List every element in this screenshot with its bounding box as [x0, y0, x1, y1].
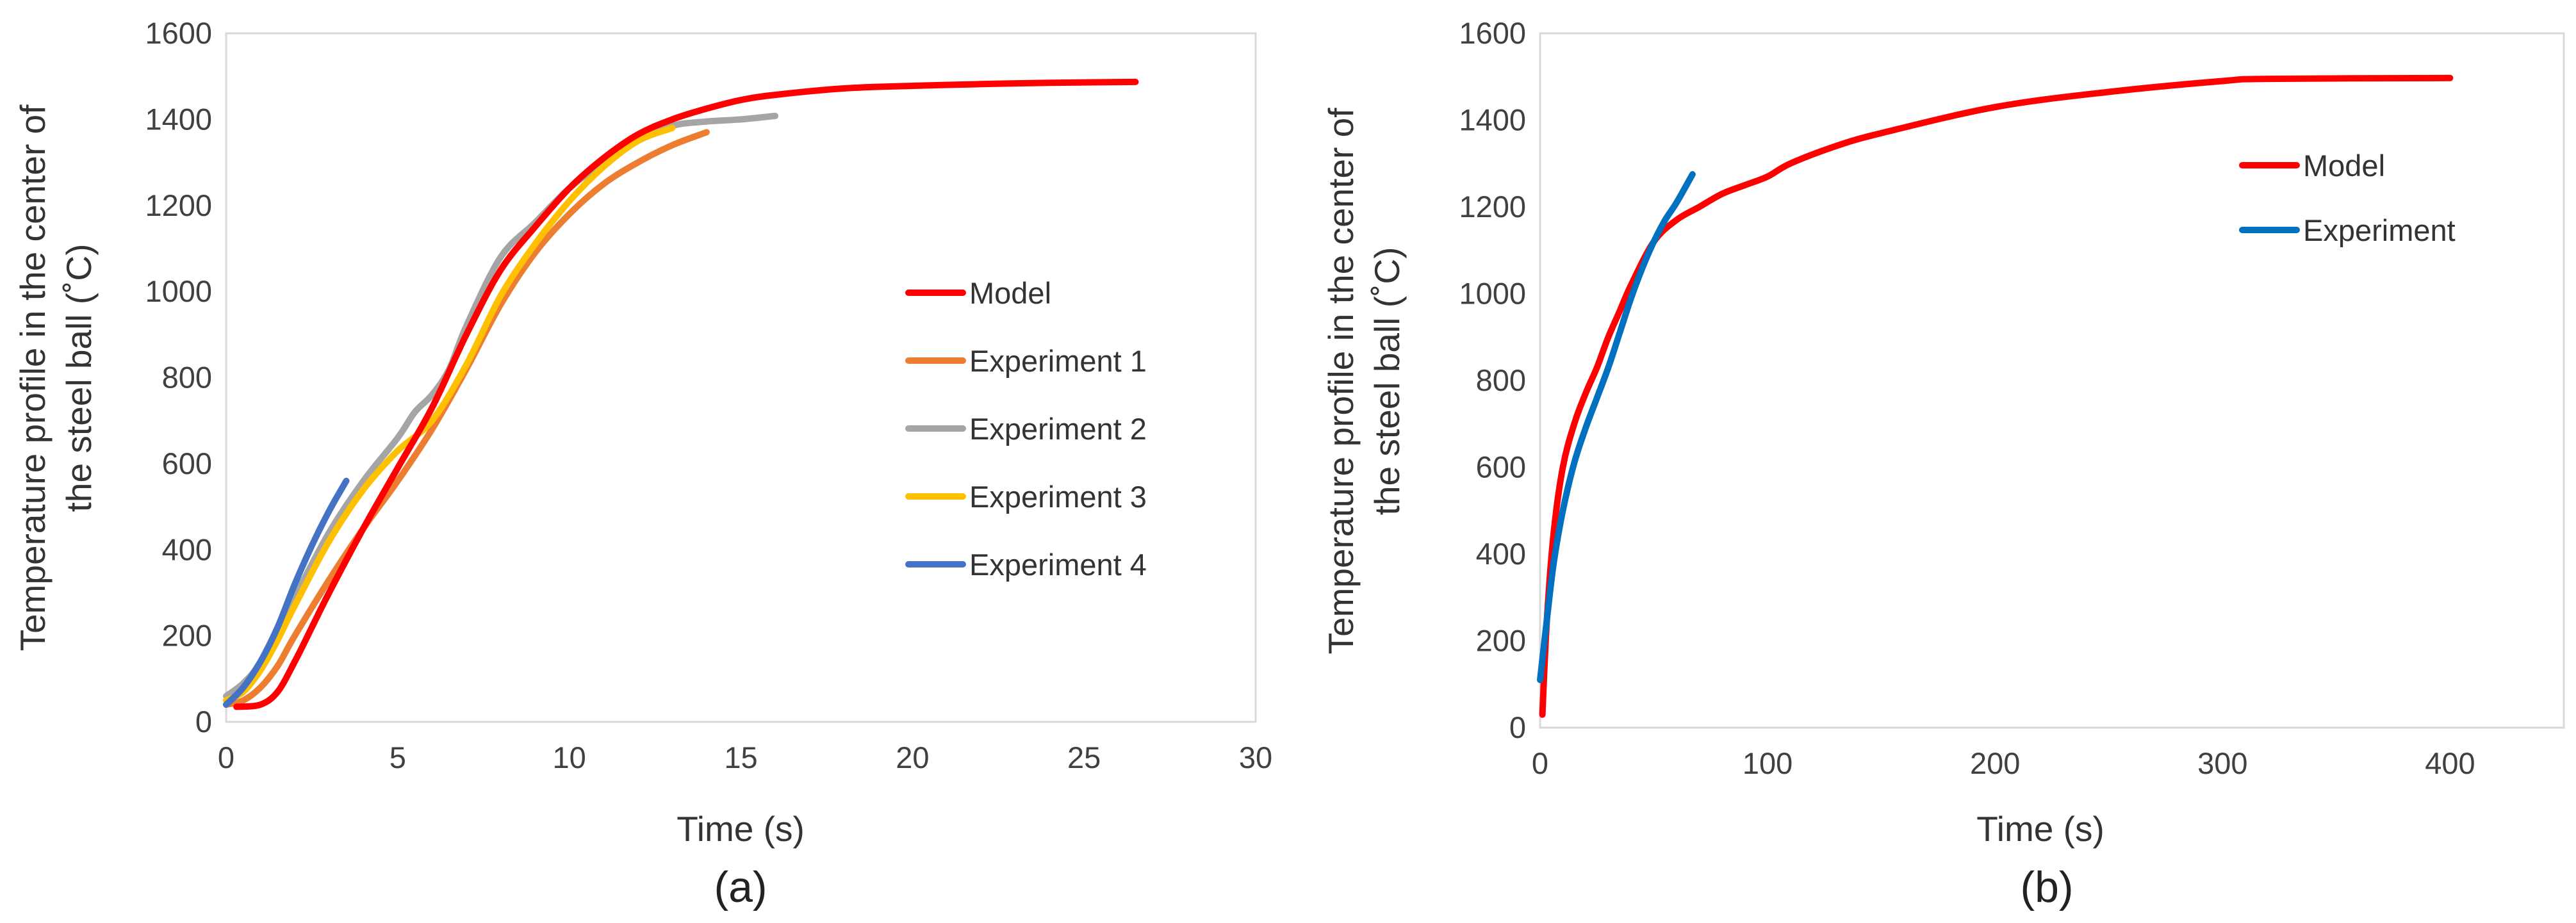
y-tick-label-b: 600: [1476, 450, 1526, 484]
y-tick-label-b: 1000: [1459, 277, 1526, 311]
y-tick-label-b: 0: [1509, 710, 1526, 744]
series-line-experiment-4: [223, 477, 350, 708]
y-tick-label-a: 800: [162, 361, 212, 395]
y-tick-label-a: 400: [162, 532, 212, 566]
y-axis-label-b-line2: the steel ball (˚C): [1367, 247, 1407, 516]
legend-label-experiment: Experiment: [2303, 213, 2456, 247]
series-line-model: [1539, 74, 2454, 718]
x-tick-label-a: 10: [553, 740, 586, 774]
x-tick-label-b: 300: [2197, 746, 2247, 780]
y-tick-label-a: 1200: [145, 188, 212, 222]
y-tick-labels-a: 0 200 400 600 800 1000 1200 1400 1600: [145, 16, 212, 739]
x-tick-labels-b: 0 100 200 300 400: [1532, 746, 2475, 780]
y-axis-label-b-line1: Temperature profile in the center of: [1321, 108, 1361, 655]
chart-panel-a: 0 200 400 600 800 1000 1200 1400 1600 0 5 10 15 20 25…: [13, 16, 1272, 911]
y-axis-label-a-line2: the steel ball (˚C): [59, 244, 99, 512]
y-tick-label-a: 600: [162, 446, 212, 480]
x-tick-labels-a: 0 5 10 15 20 25 30: [218, 740, 1272, 774]
y-tick-label-a: 1000: [145, 274, 212, 308]
y-tick-label-a: 0: [195, 705, 212, 739]
legend-label-experiment-2: Experiment 2: [969, 412, 1147, 446]
series-line-experiment: [1537, 171, 1696, 683]
legend-label-experiment-4: Experiment 4: [969, 548, 1147, 582]
y-tick-label-a: 1400: [145, 102, 212, 136]
plot-area-b: [1539, 32, 2565, 729]
x-tick-label-a: 5: [390, 740, 406, 774]
x-tick-label-b: 200: [1970, 746, 2020, 780]
series-group-b: [1537, 74, 2454, 718]
y-tick-label-a: 1600: [145, 16, 212, 50]
x-axis-label-b: Time (s): [1976, 809, 2104, 849]
x-tick-label-a: 30: [1239, 740, 1272, 774]
x-tick-label-b: 0: [1532, 746, 1548, 780]
y-tick-label-b: 200: [1476, 624, 1526, 658]
y-tick-label-b: 1600: [1459, 16, 1526, 50]
x-tick-label-b: 100: [1743, 746, 1793, 780]
x-tick-label-b: 400: [2425, 746, 2475, 780]
caption-a: (a): [714, 863, 767, 911]
x-tick-label-a: 15: [724, 740, 757, 774]
chart-panel-b: 0 200 400 600 800 1000 1200 1400 1600 0 100 200 300…: [1321, 16, 2565, 911]
caption-b: (b): [2020, 863, 2073, 911]
y-tick-labels-b: 0 200 400 600 800 1000 1200 1400 1600: [1459, 16, 1526, 744]
legend-label-experiment-1: Experiment 1: [969, 344, 1147, 378]
y-tick-label-b: 1200: [1459, 190, 1526, 224]
y-tick-label-a: 200: [162, 619, 212, 653]
x-tick-label-a: 25: [1067, 740, 1101, 774]
x-axis-label-a: Time (s): [677, 809, 805, 849]
legend-b: Model Experiment: [2239, 149, 2456, 247]
legend-a: Model Experiment 1 Experiment 2 Experiment …: [905, 276, 1147, 582]
x-tick-label-a: 20: [896, 740, 929, 774]
series-line-experiment-1: [223, 129, 710, 708]
y-tick-label-b: 400: [1476, 537, 1526, 571]
legend-label-model: Model: [969, 276, 1051, 310]
legend-label-model: Model: [2303, 149, 2385, 183]
legend-label-experiment-3: Experiment 3: [969, 480, 1147, 514]
series-line-model: [233, 78, 1139, 710]
y-tick-label-b: 800: [1476, 363, 1526, 397]
y-tick-label-b: 1400: [1459, 103, 1526, 137]
y-axis-label-a-line1: Temperature profile in the center of: [13, 104, 53, 651]
x-tick-label-a: 0: [218, 740, 234, 774]
plot-area-a: [225, 32, 1257, 723]
series-group-a: [223, 78, 1139, 710]
series-line-experiment-3: [223, 124, 676, 704]
